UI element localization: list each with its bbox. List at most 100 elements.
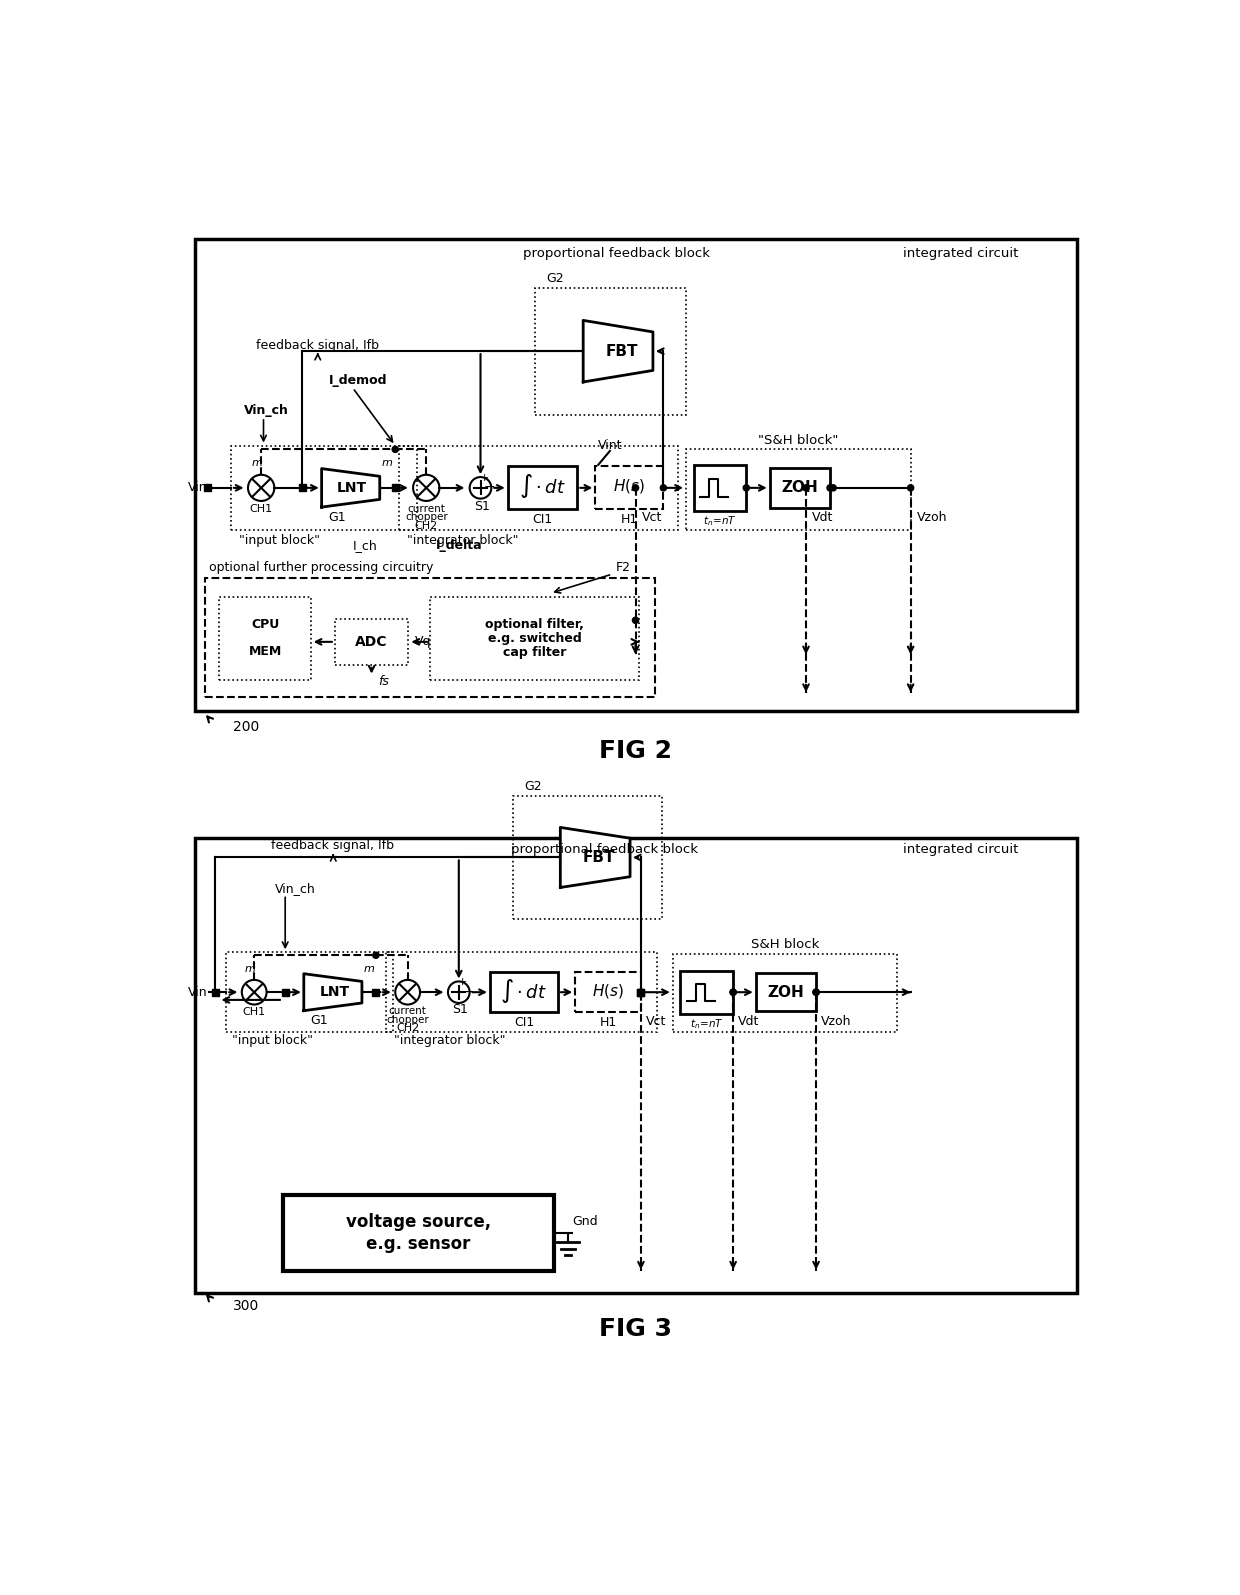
Text: $t_n\!=\!nT$: $t_n\!=\!nT$ [703, 514, 737, 528]
Text: Gnd: Gnd [572, 1215, 598, 1228]
Bar [226, 952, 393, 1032]
Text: CI1: CI1 [513, 1016, 534, 1029]
Text: chopper: chopper [387, 1014, 429, 1026]
Text: S&H block: S&H block [751, 938, 820, 951]
Bar [212, 989, 219, 995]
Circle shape [392, 447, 398, 453]
Text: CPU: CPU [250, 617, 279, 630]
Text: Vdt: Vdt [738, 1014, 759, 1027]
Circle shape [373, 952, 379, 959]
Text: voltage source,: voltage source, [346, 1214, 491, 1231]
Text: H1: H1 [599, 1016, 616, 1029]
Text: "input block": "input block" [233, 1034, 314, 1048]
Text: e.g. switched: e.g. switched [487, 632, 582, 646]
Text: Vct: Vct [642, 510, 662, 523]
Bar [534, 287, 686, 415]
Text: "integrator block": "integrator block" [394, 1034, 505, 1048]
Text: optional filter,: optional filter, [485, 619, 584, 632]
Bar [231, 445, 417, 530]
Text: feedback signal, Ifb: feedback signal, Ifb [272, 839, 394, 852]
Text: Vin: Vin [188, 986, 207, 998]
Bar [399, 445, 678, 530]
Text: CH2: CH2 [396, 1024, 419, 1034]
Text: H1: H1 [621, 514, 637, 526]
Text: I_ch: I_ch [352, 539, 377, 552]
Text: ZOH: ZOH [781, 480, 818, 496]
Polygon shape [560, 828, 630, 887]
Bar [637, 989, 645, 995]
Bar [219, 597, 311, 681]
Bar [595, 466, 663, 509]
Text: Vin: Vin [188, 482, 207, 494]
Text: "S&H block": "S&H block" [758, 434, 838, 447]
Text: proportional feedback block: proportional feedback block [511, 844, 698, 857]
Text: chopper: chopper [405, 512, 448, 522]
Text: I_delta: I_delta [436, 539, 482, 552]
Text: CH1: CH1 [249, 504, 273, 514]
Polygon shape [321, 469, 379, 507]
Text: cap filter: cap filter [503, 646, 567, 659]
Text: current: current [407, 504, 445, 514]
Text: +: + [480, 472, 489, 483]
Bar [283, 1196, 554, 1271]
Circle shape [661, 485, 667, 491]
Circle shape [632, 485, 639, 491]
Text: FBT: FBT [605, 343, 639, 359]
Text: m: m [244, 963, 255, 975]
Text: "integrator block": "integrator block" [407, 534, 518, 547]
Circle shape [804, 485, 808, 491]
Bar [686, 450, 910, 530]
Text: FIG 2: FIG 2 [599, 738, 672, 762]
Text: G1: G1 [329, 510, 346, 523]
Text: S1: S1 [453, 1003, 469, 1016]
Polygon shape [583, 321, 653, 381]
Text: MEM: MEM [248, 644, 281, 657]
Text: m: m [363, 963, 374, 975]
Text: $H(s)$: $H(s)$ [614, 477, 645, 496]
Text: FBT: FBT [583, 850, 615, 864]
Text: integrated circuit: integrated circuit [903, 247, 1019, 260]
Bar [575, 973, 641, 1013]
Text: 300: 300 [233, 1298, 259, 1313]
Bar [196, 839, 1078, 1292]
Text: +: + [458, 978, 467, 987]
Bar [430, 597, 640, 681]
Text: Vzoh: Vzoh [916, 510, 947, 523]
Text: "input block": "input block" [238, 534, 320, 547]
Text: LNT: LNT [337, 480, 367, 494]
Text: I_demod: I_demod [330, 373, 388, 386]
Bar [681, 971, 733, 1014]
Text: optional further processing circuitry: optional further processing circuitry [210, 561, 434, 574]
Bar [513, 796, 662, 919]
Bar [205, 485, 211, 491]
Bar [196, 239, 1078, 711]
Text: m: m [252, 458, 263, 469]
Bar [507, 466, 578, 509]
Circle shape [730, 989, 737, 995]
Text: F2: F2 [616, 561, 631, 574]
Text: feedback signal, Ifb: feedback signal, Ifb [255, 338, 378, 352]
Circle shape [908, 485, 914, 491]
Text: proportional feedback block: proportional feedback block [522, 247, 709, 260]
Text: FIG 3: FIG 3 [599, 1317, 672, 1341]
Text: G2: G2 [547, 271, 564, 286]
Circle shape [827, 485, 833, 491]
Text: Vdt: Vdt [812, 510, 833, 523]
Text: G2: G2 [525, 780, 542, 793]
Text: Vin_ch: Vin_ch [275, 882, 316, 895]
Bar [299, 485, 306, 491]
Circle shape [813, 989, 820, 995]
Bar [392, 485, 399, 491]
Text: $t_n\!=\!nT$: $t_n\!=\!nT$ [689, 1018, 724, 1030]
Text: current: current [388, 1006, 427, 1016]
Circle shape [743, 485, 749, 491]
Text: Vct: Vct [646, 1014, 666, 1027]
Circle shape [637, 989, 644, 995]
Text: $H(s)$: $H(s)$ [591, 981, 624, 1000]
Bar [490, 973, 558, 1013]
Circle shape [632, 617, 639, 624]
Bar [206, 577, 655, 697]
Circle shape [730, 989, 737, 995]
Text: e.g. sensor: e.g. sensor [366, 1235, 471, 1254]
Text: $\int \cdot dt$: $\int \cdot dt$ [520, 472, 565, 501]
